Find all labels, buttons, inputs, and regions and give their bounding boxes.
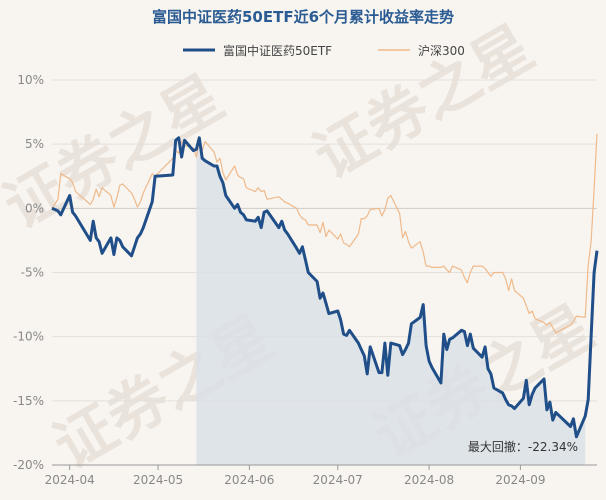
x-axis: 2024-04 2024-05 2024-06 2024-07 2024-08 2024-…: [45, 464, 597, 487]
x-tick-label: 2024-09: [495, 473, 545, 487]
x-tick-label: 2024-06: [224, 473, 274, 487]
y-axis-ticks: 10% 5% 0% -5% -10% -15% -20%: [13, 73, 44, 472]
fund-series-line: [51, 136, 599, 439]
legend-label: 富国中证医药50ETF: [223, 43, 332, 58]
y-tick-label: -15%: [13, 394, 44, 408]
y-tick-label: 5%: [25, 137, 44, 151]
y-tick-label: 10%: [17, 73, 44, 87]
max-drawdown-label: 最大回撤：-22.34%: [468, 439, 578, 454]
x-tick-label: 2024-05: [133, 473, 183, 487]
y-tick-label: -20%: [13, 458, 44, 472]
y-tick-label: -10%: [13, 330, 44, 344]
y-tick-label: -5%: [21, 266, 44, 280]
x-tick-label: 2024-04: [45, 473, 95, 487]
drawdown-fill: [196, 137, 586, 466]
x-tick-label: 2024-07: [313, 473, 363, 487]
series-lines: [51, 133, 599, 439]
y-tick-label: 0%: [25, 201, 44, 215]
benchmark-series-line: [51, 133, 598, 334]
max-drawdown-area: [196, 137, 586, 466]
watermark-text: 证券之星: [303, 12, 546, 193]
legend: 富国中证医药50ETF 沪深300: [183, 43, 465, 58]
legend-label: 沪深300: [418, 44, 465, 58]
chart-title: 富国中证医药50ETF近6个月累计收益率走势: [152, 8, 454, 26]
x-tick-label: 2024-08: [404, 473, 454, 487]
